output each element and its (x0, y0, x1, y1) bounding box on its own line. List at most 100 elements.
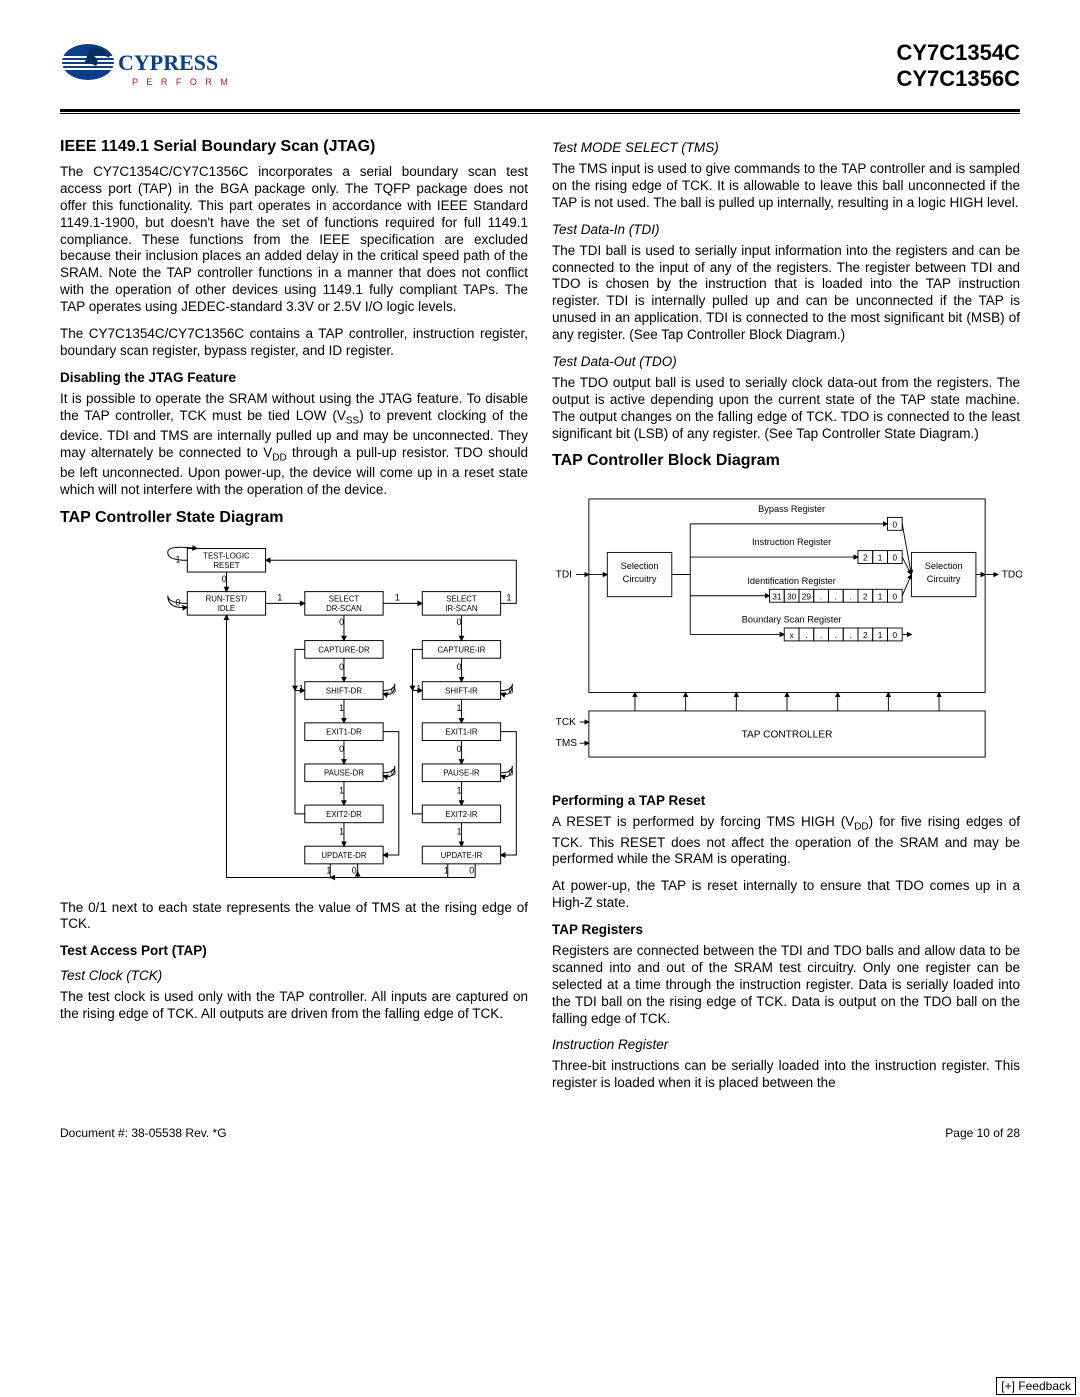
svg-text:1: 1 (444, 865, 449, 875)
svg-text:1: 1 (277, 592, 282, 602)
svg-text:0: 0 (391, 685, 396, 695)
svg-text:EXIT1-DR: EXIT1-DR (326, 727, 362, 736)
heading-instr-register: Instruction Register (552, 1037, 1020, 1052)
svg-text:1: 1 (339, 785, 344, 795)
svg-text:TMS: TMS (556, 738, 578, 749)
svg-text:CAPTURE-DR: CAPTURE-DR (318, 645, 370, 654)
heading-state-diagram: TAP Controller State Diagram (60, 509, 528, 527)
part-number-2: CY7C1356C (896, 66, 1020, 92)
tap-block-diagram: TAP CONTROLLERTDITDOTCKTMSSelectionCircu… (552, 478, 1022, 778)
svg-text:DR-SCAN: DR-SCAN (326, 604, 362, 613)
header-rule-thin (60, 113, 1020, 114)
svg-text:0: 0 (508, 767, 513, 777)
svg-text:EXIT2-DR: EXIT2-DR (326, 809, 362, 818)
heading-tap-reset: Performing a TAP Reset (552, 793, 1020, 808)
svg-text:.: . (835, 592, 837, 602)
svg-text:0: 0 (469, 865, 474, 875)
para-disable: It is possible to operate the SRAM witho… (60, 391, 528, 499)
svg-text:1: 1 (176, 554, 181, 564)
state-caption: The 0/1 next to each state represents th… (60, 900, 528, 934)
svg-text:2: 2 (863, 631, 868, 641)
svg-text:1: 1 (457, 826, 462, 836)
svg-text:Circuitry: Circuitry (623, 574, 657, 584)
svg-text:TAP CONTROLLER: TAP CONTROLLER (742, 730, 833, 741)
svg-text:TEST-LOGIC: TEST-LOGIC (203, 551, 250, 560)
svg-text:1: 1 (416, 683, 421, 693)
svg-text:0: 0 (893, 592, 898, 602)
svg-text:.: . (835, 631, 837, 641)
svg-text:1: 1 (878, 592, 883, 602)
heading-block-diagram: TAP Controller Block Diagram (552, 452, 1020, 470)
page-footer: Document #: 38-05538 Rev. *G Page 10 of … (60, 1126, 1020, 1140)
heading-jtag: IEEE 1149.1 Serial Boundary Scan (JTAG) (60, 138, 528, 156)
header-rule-thick (60, 109, 1020, 112)
cypress-logo: CYPRESS P E R F O R M (60, 40, 250, 105)
svg-text:30: 30 (787, 592, 797, 602)
svg-text:0: 0 (893, 520, 898, 530)
heading-tap: Test Access Port (TAP) (60, 943, 528, 958)
svg-text:TDO: TDO (1002, 570, 1022, 581)
svg-text:IR-SCAN: IR-SCAN (445, 604, 478, 613)
svg-text:Selection: Selection (925, 561, 963, 571)
svg-text:.: . (820, 592, 822, 602)
svg-text:.: . (849, 631, 851, 641)
para-instr-register: Three-bit instructions can be serially l… (552, 1058, 1020, 1092)
svg-text:0: 0 (457, 616, 462, 626)
svg-text:Instruction Register: Instruction Register (752, 537, 831, 547)
svg-text:Bypass Register: Bypass Register (758, 504, 825, 514)
heading-disable-jtag: Disabling the JTAG Feature (60, 370, 528, 385)
para-tdi: The TDI ball is used to serially input i… (552, 243, 1020, 344)
svg-text:SHIFT-DR: SHIFT-DR (326, 686, 362, 695)
svg-text:2: 2 (863, 553, 868, 563)
para-tms: The TMS input is used to give commands t… (552, 161, 1020, 212)
svg-text:Selection: Selection (621, 561, 659, 571)
svg-text:0: 0 (352, 865, 357, 875)
heading-tck: Test Clock (TCK) (60, 968, 528, 983)
svg-text:Circuitry: Circuitry (927, 574, 961, 584)
svg-text:Boundary Scan Register: Boundary Scan Register (742, 615, 842, 625)
svg-text:0: 0 (176, 597, 181, 607)
para-tdo: The TDO output ball is used to serially … (552, 375, 1020, 443)
doc-number: Document #: 38-05538 Rev. *G (60, 1126, 227, 1140)
svg-text:0: 0 (222, 573, 227, 583)
page-header: CYPRESS P E R F O R M CY7C1354C CY7C1356… (60, 40, 1020, 105)
svg-text:1: 1 (457, 703, 462, 713)
svg-text:.: . (805, 631, 807, 641)
svg-text:EXIT2-IR: EXIT2-IR (445, 809, 478, 818)
svg-text:SELECT: SELECT (446, 594, 477, 603)
part-number-1: CY7C1354C (896, 40, 1020, 66)
svg-text:RESET: RESET (213, 561, 239, 570)
svg-text:0: 0 (457, 661, 462, 671)
svg-text:0: 0 (339, 616, 344, 626)
para-jtag-2: The CY7C1354C/CY7C1356C contains a TAP c… (60, 326, 528, 360)
svg-text:1: 1 (326, 865, 331, 875)
svg-text:0: 0 (339, 661, 344, 671)
para-reset-2: At power-up, the TAP is reset internally… (552, 878, 1020, 912)
svg-text:SELECT: SELECT (329, 594, 360, 603)
svg-text:UPDATE-IR: UPDATE-IR (441, 850, 483, 859)
svg-text:UPDATE-DR: UPDATE-DR (321, 850, 366, 859)
svg-text:CAPTURE-IR: CAPTURE-IR (438, 645, 486, 654)
logo-tagline-text: P E R F O R M (132, 77, 231, 87)
svg-text:29: 29 (802, 592, 812, 602)
svg-text:SHIFT-IR: SHIFT-IR (445, 686, 478, 695)
svg-text:1: 1 (395, 592, 400, 602)
heading-tdi: Test Data-In (TDI) (552, 222, 1020, 237)
right-column: Test MODE SELECT (TMS) The TMS input is … (552, 130, 1020, 1102)
svg-text:TDI: TDI (556, 570, 572, 581)
svg-text:Identification Register: Identification Register (747, 576, 836, 586)
para-tck: The test clock is used only with the TAP… (60, 989, 528, 1023)
heading-tdo: Test Data-Out (TDO) (552, 354, 1020, 369)
svg-text:1: 1 (878, 631, 883, 641)
svg-text:PAUSE-IR: PAUSE-IR (443, 768, 480, 777)
svg-text:IDLE: IDLE (218, 604, 235, 613)
page-number: Page 10 of 28 (945, 1126, 1020, 1140)
svg-text:1: 1 (507, 592, 512, 602)
logo-brand-text: CYPRESS (118, 50, 218, 75)
para-jtag-1: The CY7C1354C/CY7C1356C incorporates a s… (60, 164, 528, 316)
svg-text:1: 1 (878, 553, 883, 563)
svg-text:1: 1 (457, 785, 462, 795)
svg-text:31: 31 (772, 592, 782, 602)
svg-text:1: 1 (339, 826, 344, 836)
feedback-link[interactable]: [+] Feedback (996, 1377, 1076, 1395)
